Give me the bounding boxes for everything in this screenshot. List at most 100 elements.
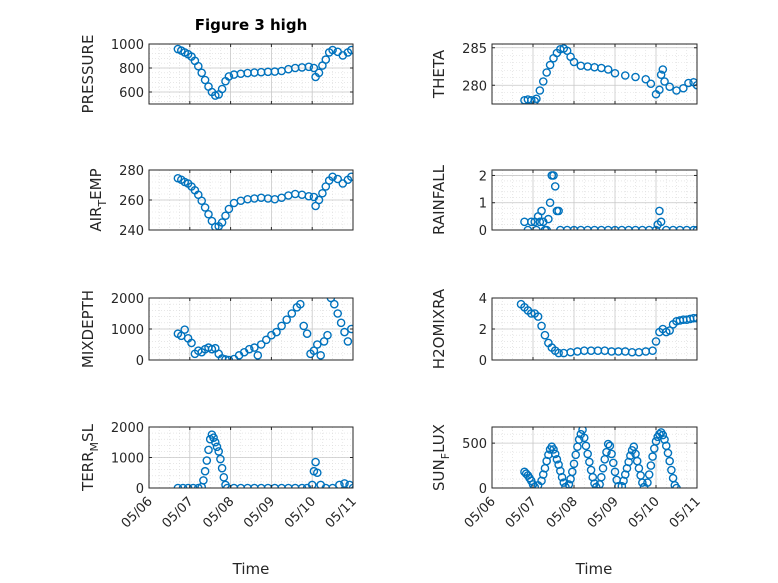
data-point <box>545 60 555 70</box>
subplot-4: 0 1 2 RAINFALL <box>430 164 698 239</box>
subplot-6: 0 2 4 H2OMIXRA <box>430 288 698 369</box>
data-point <box>545 198 555 208</box>
data-point <box>204 445 213 455</box>
series-markers <box>516 299 697 358</box>
data-point <box>212 442 222 452</box>
data-point <box>542 68 551 77</box>
y-axis-label: RAINFALL <box>430 164 448 235</box>
figure-title: Figure 3 high <box>195 16 308 34</box>
data-point <box>603 439 613 449</box>
y-axis-label: SUNFLUX <box>430 424 452 491</box>
y-tick-label: 240 <box>119 224 144 239</box>
data-point <box>559 478 569 487</box>
data-point <box>328 172 337 182</box>
data-point <box>347 172 353 182</box>
data-point <box>620 71 630 80</box>
data-point <box>217 84 227 94</box>
series-markers <box>520 44 697 104</box>
data-point <box>335 480 344 488</box>
data-point <box>304 191 314 201</box>
y-tick-label: 0 <box>479 224 487 239</box>
data-point <box>526 309 536 318</box>
data-point <box>261 335 271 345</box>
data-point <box>656 70 666 80</box>
axes-box <box>491 426 698 489</box>
data-point <box>538 77 548 86</box>
data-point <box>312 340 322 349</box>
data-point <box>540 330 550 340</box>
data-point <box>309 63 319 73</box>
y-tick-label: 2000 <box>111 292 144 307</box>
data-point <box>655 429 664 439</box>
data-point <box>626 451 635 461</box>
data-point <box>554 348 563 358</box>
data-point <box>557 472 567 482</box>
data-point <box>180 325 189 334</box>
data-point <box>648 452 657 461</box>
y-tick-label: 0 <box>479 354 487 369</box>
data-point <box>340 327 349 337</box>
data-point <box>535 86 545 95</box>
y-tick-label: 2000 <box>111 421 144 436</box>
y-axis-label: H2OMIXRA <box>430 288 448 369</box>
data-point <box>648 346 657 356</box>
data-point <box>256 340 266 349</box>
data-point <box>655 206 664 216</box>
data-point <box>579 433 589 443</box>
y-tick-label: 800 <box>119 62 144 77</box>
data-point <box>199 476 208 485</box>
data-point <box>549 171 558 180</box>
data-point <box>347 324 353 334</box>
data-point <box>537 206 546 216</box>
data-point <box>221 355 230 360</box>
y-axis-label: AIRTEMP <box>87 168 109 231</box>
y-tick-label: 260 <box>119 194 144 209</box>
axes-box <box>148 43 354 105</box>
data-point <box>200 75 210 85</box>
data-point <box>287 309 297 318</box>
data-point <box>216 454 225 464</box>
y-tick-label: 1000 <box>111 38 144 53</box>
data-point <box>253 351 263 360</box>
data-point <box>554 206 563 216</box>
data-point <box>608 458 618 468</box>
subplot-1: 600 800 1000 PRESSURE <box>79 35 354 113</box>
data-point <box>277 321 286 331</box>
data-point <box>312 468 322 478</box>
subplot-5: 0 1000 2000 MIXDEPTH <box>79 290 354 369</box>
data-point <box>307 480 317 488</box>
y-tick-label: 280 <box>119 164 144 179</box>
data-point <box>282 315 292 325</box>
data-point <box>202 456 212 465</box>
axes-box <box>491 169 698 231</box>
data-point <box>550 182 560 191</box>
data-point <box>311 457 320 467</box>
data-point <box>323 330 332 340</box>
data-point <box>532 94 541 104</box>
y-axis-label: TERRMSL <box>79 423 101 492</box>
data-point <box>617 481 627 488</box>
y-tick-label: 0 <box>136 354 144 369</box>
data-point <box>217 463 227 473</box>
y-tick-label: 600 <box>119 86 144 101</box>
subplot-3: 240 260 280 AIRTEMP <box>87 164 354 239</box>
y-tick-label: 285 <box>462 42 487 57</box>
data-point <box>656 217 666 227</box>
xlabel-right: Time <box>575 560 613 578</box>
y-tick-label: 2 <box>479 323 487 338</box>
data-point <box>333 174 343 184</box>
data-point <box>658 430 668 440</box>
data-point <box>302 329 312 338</box>
data-point <box>655 85 664 95</box>
data-point <box>214 447 223 456</box>
data-point <box>328 45 337 55</box>
data-point <box>329 299 339 309</box>
data-point <box>200 203 210 212</box>
data-point <box>692 80 697 90</box>
data-point <box>644 470 654 479</box>
data-point <box>316 351 326 360</box>
subplot-2: 280 285 THETA <box>430 42 698 105</box>
y-tick-label: 1 <box>479 197 487 212</box>
data-point <box>533 312 543 321</box>
